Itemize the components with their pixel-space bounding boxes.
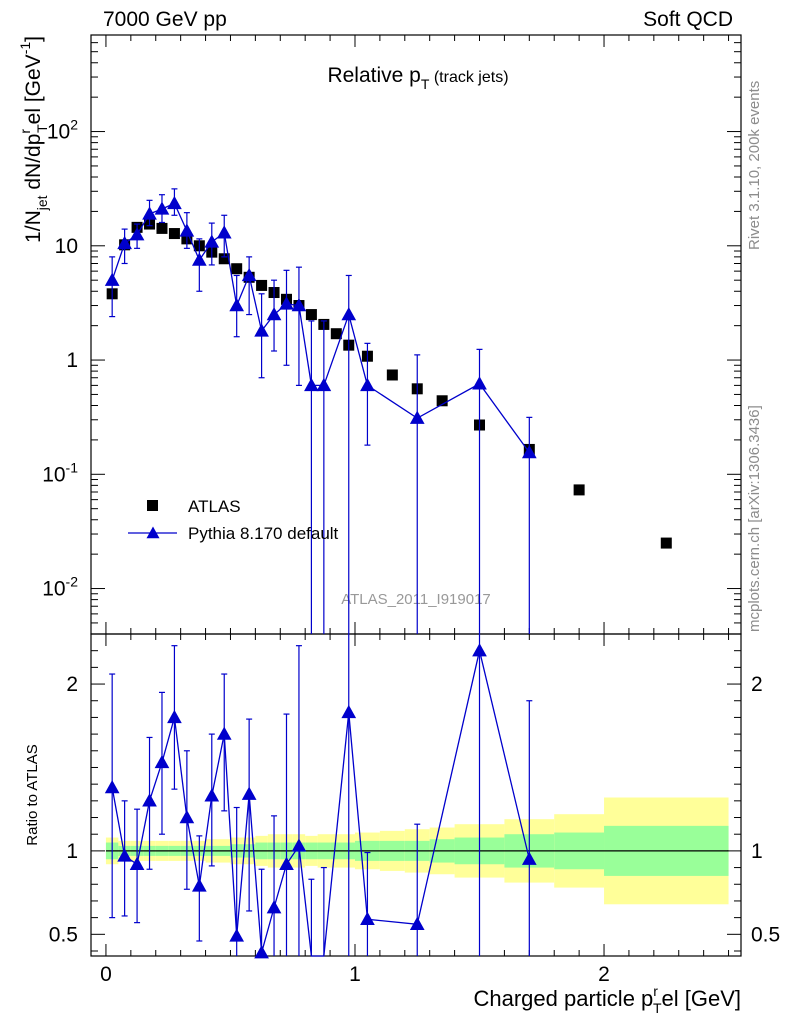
x-axis-label: Charged particle pr Tel [GeV] bbox=[474, 983, 742, 1016]
pythia-ratio-point bbox=[360, 911, 375, 925]
pythia-ratio-point bbox=[204, 788, 220, 802]
pythia-data-point bbox=[304, 377, 319, 392]
ratio-y-tick-label-right: 0.5 bbox=[751, 923, 780, 946]
pythia-ratio-point bbox=[291, 838, 307, 852]
atlas-data-point bbox=[156, 222, 168, 234]
atlas-data-point bbox=[305, 309, 317, 321]
pythia-data-point bbox=[216, 225, 232, 239]
pythia-data-point bbox=[167, 195, 182, 210]
pythia-data-point bbox=[341, 307, 357, 321]
pythia-data-point bbox=[291, 298, 307, 312]
pythia-ratio-point bbox=[409, 916, 425, 931]
pythia-ratio-point bbox=[142, 793, 157, 807]
y-tick-label: 10 bbox=[55, 235, 78, 258]
pythia-ratio-point bbox=[117, 848, 132, 862]
atlas-data-point bbox=[436, 395, 448, 407]
pythia-data-point bbox=[472, 376, 487, 390]
pythia-ratio-point bbox=[216, 726, 232, 740]
pythia-data-point bbox=[279, 296, 294, 310]
pythia-data-point bbox=[117, 235, 132, 250]
atlas-data-point bbox=[218, 253, 230, 265]
y-tick-label: 102 bbox=[47, 117, 78, 144]
y-tick-label: 10-1 bbox=[42, 459, 78, 486]
y-tick-label: 10-2 bbox=[42, 574, 78, 601]
pythia-ratio-point bbox=[472, 643, 487, 657]
legend-pythia-marker bbox=[146, 526, 160, 539]
pythia-ratio-point bbox=[129, 856, 145, 870]
ratio-y-tick-label-right: 2 bbox=[751, 673, 763, 696]
atlas-data-point bbox=[386, 369, 398, 381]
ratio-plot-frame bbox=[90, 633, 742, 957]
pythia-ratio-point bbox=[154, 754, 170, 769]
pythia-data-point bbox=[360, 377, 375, 392]
pythia-ratio-point bbox=[191, 878, 207, 892]
pythia-series bbox=[104, 188, 537, 634]
pythia-ratio-point bbox=[341, 704, 357, 719]
pythia-ratio-point bbox=[179, 809, 195, 824]
pythia-data-point bbox=[104, 272, 120, 286]
x-tick-label: 2 bbox=[598, 963, 610, 986]
atlas-data-point bbox=[231, 263, 243, 275]
atlas-data-point bbox=[573, 484, 585, 496]
pythia-data-point bbox=[521, 445, 537, 459]
ratio-y-tick-label: 1 bbox=[66, 840, 78, 863]
ratio-y-tick-label: 2 bbox=[66, 673, 78, 696]
atlas-data-point bbox=[168, 228, 180, 240]
pythia-data-point bbox=[154, 201, 170, 215]
pythia-data-point bbox=[129, 227, 145, 241]
x-tick-label: 1 bbox=[349, 963, 361, 986]
legend-atlas-label: ATLAS bbox=[188, 497, 241, 516]
pythia-ratio-point bbox=[279, 856, 294, 870]
y-axis-ticks-main bbox=[91, 34, 741, 635]
pythia-data-point bbox=[409, 410, 425, 424]
ratio-y-tick-label-right: 1 bbox=[751, 840, 763, 863]
ratio-y-tick-label: 0.5 bbox=[49, 923, 78, 946]
pythia-ratio-point bbox=[266, 900, 282, 914]
y-axis-ticks-ratio bbox=[91, 650, 741, 952]
pythia-data-point bbox=[179, 223, 195, 237]
legend-pythia-label: Pythia 8.170 default bbox=[188, 524, 339, 543]
pythia-ratio-series bbox=[104, 634, 537, 959]
pythia-data-point bbox=[254, 323, 269, 337]
pythia-ratio-point bbox=[229, 928, 245, 942]
pythia-data-point bbox=[316, 377, 332, 392]
pythia-data-point bbox=[229, 298, 245, 312]
pythia-ratio-point bbox=[254, 945, 269, 959]
legend-pythia-marker-group bbox=[146, 526, 160, 539]
atlas-data-point bbox=[330, 328, 342, 340]
atlas-data-point bbox=[660, 537, 672, 549]
pythia-data-point bbox=[241, 267, 257, 282]
header-left-label: 7000 GeV pp bbox=[103, 8, 227, 31]
analysis-watermark: ATLAS_2011_I919017 bbox=[341, 591, 491, 608]
legend-atlas-marker bbox=[147, 500, 158, 511]
pythia-data-point bbox=[266, 307, 282, 321]
header-right-label: Soft QCD bbox=[643, 8, 733, 31]
x-axis-ticks bbox=[105, 35, 730, 956]
pythia-ratio-point bbox=[521, 851, 537, 865]
pythia-ratio-point bbox=[167, 709, 182, 724]
main-plot-frame bbox=[90, 34, 742, 635]
pythia-ratio-point bbox=[241, 786, 257, 800]
pythia-data-point bbox=[204, 234, 220, 248]
atlas-data-point bbox=[256, 279, 268, 291]
ratio-y-axis-label: Ratio to ATLAS bbox=[24, 744, 41, 845]
pythia-data-point bbox=[142, 206, 157, 220]
pythia-ratio-point bbox=[104, 779, 120, 794]
plot-title: Relative pT (track jets) bbox=[327, 64, 508, 92]
x-tick-label: 0 bbox=[100, 963, 112, 986]
legend: ATLAS Pythia 8.170 default bbox=[128, 497, 339, 543]
y-axis-label: 1/Njet dN/dprTel [GeV-1] bbox=[17, 36, 50, 243]
pythia-data-point bbox=[191, 252, 207, 266]
y-tick-label: 1 bbox=[66, 349, 78, 372]
